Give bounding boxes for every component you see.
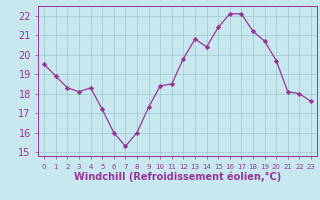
X-axis label: Windchill (Refroidissement éolien,°C): Windchill (Refroidissement éolien,°C) [74, 171, 281, 182]
